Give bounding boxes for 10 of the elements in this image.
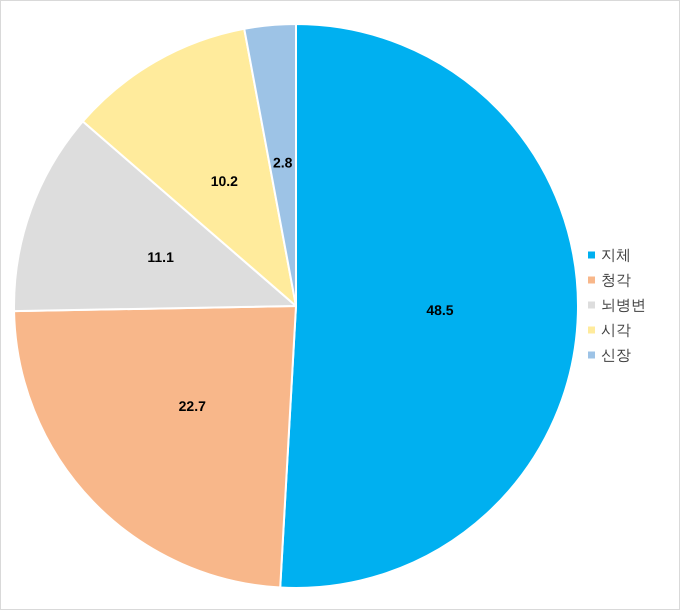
legend-label: 신장 bbox=[601, 346, 631, 364]
legend-label: 청각 bbox=[601, 271, 631, 289]
data-label: 2.8 bbox=[272, 154, 293, 171]
data-label: 22.7 bbox=[178, 398, 206, 414]
data-label: 11.1 bbox=[147, 248, 174, 265]
data-label: 48.5 bbox=[426, 302, 454, 318]
legend-label: 시각 bbox=[601, 321, 631, 339]
data-label: 10.2 bbox=[210, 173, 238, 190]
legend-label: 뇌병변 bbox=[601, 296, 646, 314]
legend-label: 지체 bbox=[601, 246, 631, 264]
